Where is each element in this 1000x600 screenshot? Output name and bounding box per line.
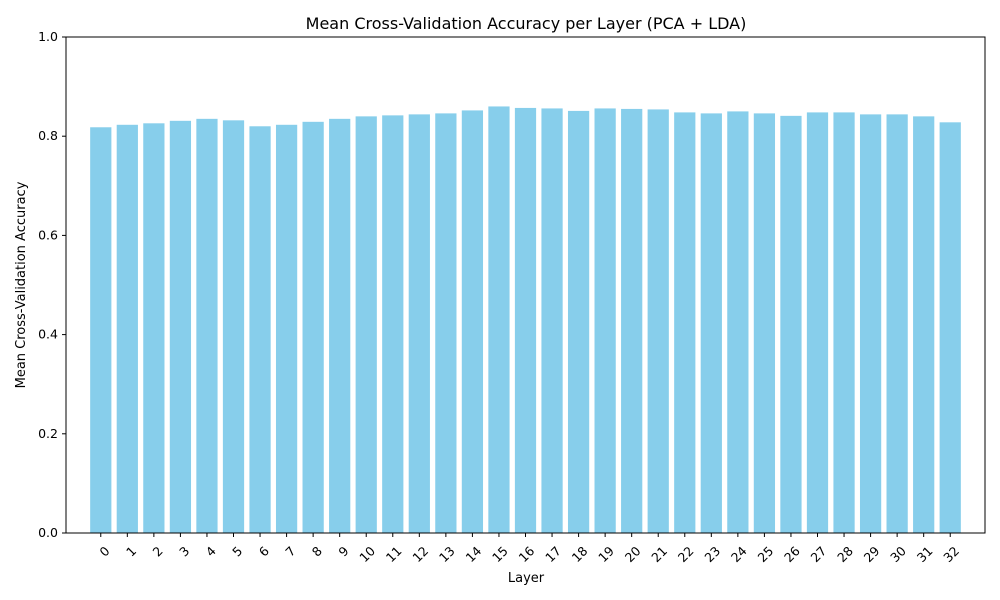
chart-title: Mean Cross-Validation Accuracy per Layer… — [306, 14, 747, 33]
bar-layer-27 — [806, 112, 829, 533]
y-axis-label: Mean Cross-Validation Accuracy — [14, 181, 29, 388]
bar-layer-25 — [753, 113, 776, 533]
bars-group — [90, 106, 961, 534]
bar-layer-18 — [567, 110, 590, 534]
bar-layer-20 — [621, 108, 643, 534]
bar-layer-26 — [780, 115, 802, 533]
bar-layer-5 — [222, 120, 245, 533]
bar-layer-15 — [488, 106, 510, 533]
bar-layer-7 — [275, 124, 298, 534]
bar-layer-19 — [594, 108, 616, 533]
bar-layer-1 — [116, 124, 138, 534]
bar-layer-13 — [435, 113, 457, 533]
bar-layer-0 — [90, 127, 112, 533]
bar-layer-21 — [647, 109, 669, 533]
y-tick-label: 0.4 — [38, 327, 58, 342]
bar-layer-30 — [886, 114, 908, 533]
y-tick-label: 0.6 — [38, 227, 58, 242]
bar-layer-6 — [249, 126, 271, 533]
bar-layer-9 — [329, 118, 351, 533]
bar-layer-12 — [408, 114, 430, 533]
bar-layer-3 — [169, 120, 192, 533]
y-tick-label: 0.0 — [38, 525, 58, 540]
bar-layer-24 — [727, 111, 749, 534]
y-tick-label: 1.0 — [38, 29, 58, 44]
bar-layer-10 — [355, 116, 377, 534]
y-axis-ticks: 0.0 0.2 0.4 0.6 0.8 1.0 — [38, 29, 66, 540]
axes-spines — [65, 36, 986, 534]
bar-layer-14 — [461, 110, 484, 534]
bar-layer-23 — [700, 113, 722, 533]
bar-layer-2 — [143, 123, 165, 533]
bar-layer-11 — [382, 115, 404, 534]
bar-layer-22 — [674, 112, 696, 533]
bar-layer-29 — [859, 114, 882, 533]
y-tick-label: 0.8 — [38, 128, 58, 143]
plot-frame — [65, 36, 986, 534]
bar-layer-31 — [913, 116, 935, 534]
bar-layer-4 — [196, 118, 218, 533]
x-axis-label: Layer — [508, 571, 545, 586]
y-tick-label: 0.2 — [38, 426, 58, 441]
bar-layer-17 — [541, 108, 563, 533]
bar-layer-16 — [514, 107, 537, 533]
bar-layer-32 — [939, 122, 961, 533]
bar-layer-8 — [302, 121, 324, 533]
bar-layer-28 — [833, 112, 855, 533]
